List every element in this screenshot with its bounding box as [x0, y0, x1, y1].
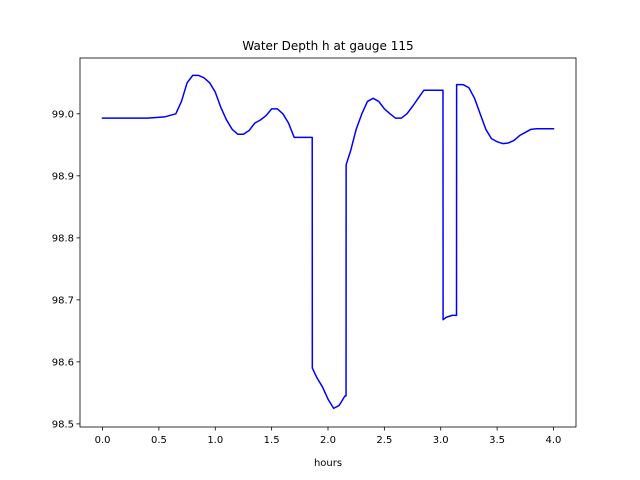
x-tick-label: 1.0: [207, 435, 223, 446]
x-axis-label: hours: [314, 458, 342, 469]
series-line-0: [101, 74, 555, 410]
x-tick-label: 0.0: [95, 435, 111, 446]
x-tick-label: 4.0: [546, 435, 562, 446]
y-tick-label: 98.8: [52, 233, 74, 244]
y-tick-label: 98.9: [52, 171, 74, 182]
x-tick-label: 1.5: [264, 435, 280, 446]
chart-title: Water Depth h at gauge 115: [242, 39, 413, 53]
x-tick-label: 3.5: [489, 435, 505, 446]
x-tick-label: 2.5: [376, 435, 392, 446]
y-tick-label: 99.0: [52, 109, 74, 120]
y-tick-label: 98.5: [52, 419, 74, 430]
y-tick-label: 98.7: [52, 295, 74, 306]
y-tick-label: 98.6: [52, 357, 74, 368]
x-tick-label: 3.0: [433, 435, 449, 446]
x-tick-label: 0.5: [151, 435, 167, 446]
x-tick-label: 2.0: [320, 435, 336, 446]
plot-area: 0.0 0.5 1.0 1.5 2.0 2.5 3.0 3.5 4.0 98.5 98.6 98.7 9…: [52, 57, 577, 446]
